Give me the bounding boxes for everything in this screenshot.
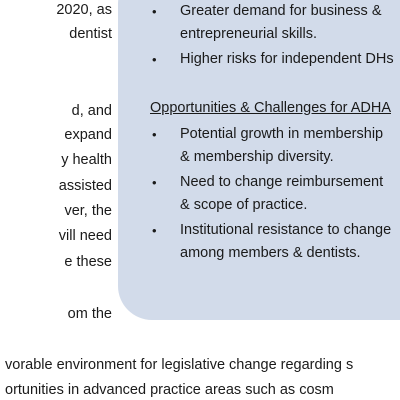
body-text-line: d, and	[71, 103, 112, 119]
body-text-line: e these	[64, 254, 112, 270]
list-item: • Higher risks for independent DHs	[150, 48, 400, 71]
list-item-line: Greater demand for business &	[180, 3, 382, 19]
list-item-line: entrepreneurial skills.	[180, 26, 318, 42]
body-text-line: dentist	[69, 26, 112, 42]
list-item: • Need to change reimbursement & scope o…	[150, 171, 400, 217]
section-bullet-list: • Potential growth in membership & membe…	[150, 123, 400, 265]
body-text-line: vorable environment for legislative chan…	[5, 357, 354, 373]
list-item: • Greater demand for business & entrepre…	[150, 0, 400, 46]
list-item-line: & membership diversity.	[180, 149, 334, 165]
list-item-line: among members & dentists.	[180, 245, 361, 261]
body-text-line: expand	[64, 127, 112, 143]
list-item-line: & scope of practice.	[180, 197, 308, 213]
list-item: • Potential growth in membership & membe…	[150, 123, 400, 169]
body-text-line: assisted	[58, 178, 112, 194]
top-bullet-list: • Greater demand for business & entrepre…	[150, 0, 400, 71]
list-item-line: Potential growth in membership	[180, 126, 384, 142]
bullet-icon: •	[152, 52, 157, 67]
list-item-line: Higher risks for independent DHs	[180, 51, 394, 67]
body-text-line: om the	[67, 306, 112, 322]
sidebar-content: • Greater demand for business & entrepre…	[150, 0, 400, 267]
body-text-left-column: 2020, as dentist d, and expand y health …	[0, 0, 112, 400]
body-text-line: vill need	[58, 228, 112, 244]
bullet-icon: •	[152, 223, 157, 238]
body-text-line: ortunities in advanced practice areas su…	[5, 382, 334, 398]
list-item-line: Institutional resistance to change	[180, 222, 392, 238]
sidebar-callout-box: • Greater demand for business & entrepre…	[118, 0, 400, 320]
bullet-icon: •	[152, 175, 157, 190]
body-text-line: 2020, as	[56, 2, 112, 18]
body-text-line: y health	[61, 152, 112, 168]
bullet-icon: •	[152, 127, 157, 142]
body-text-line: ver, the	[64, 203, 112, 219]
section-heading: Opportunities & Challenges for ADHA	[150, 100, 391, 116]
list-item-line: Need to change reimbursement	[180, 174, 384, 190]
bullet-icon: •	[152, 4, 157, 19]
list-item: • Institutional resistance to change amo…	[150, 219, 400, 265]
